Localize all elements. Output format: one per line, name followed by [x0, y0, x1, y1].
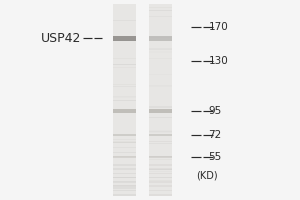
Text: 72: 72 — [208, 130, 222, 140]
Bar — [113, 36, 136, 40]
Bar — [113, 4, 136, 196]
Bar — [113, 168, 136, 170]
Bar — [149, 36, 172, 40]
Text: 130: 130 — [208, 56, 228, 66]
Bar — [149, 141, 172, 142]
Text: 170: 170 — [208, 22, 228, 32]
Bar — [113, 177, 136, 178]
Text: USP42: USP42 — [40, 31, 81, 45]
Text: (KD): (KD) — [196, 170, 218, 180]
Bar — [149, 159, 172, 160]
Bar — [149, 51, 172, 53]
Bar — [113, 190, 136, 191]
Text: 55: 55 — [208, 152, 222, 162]
Bar — [113, 67, 136, 68]
Bar — [113, 139, 136, 140]
Bar — [113, 152, 136, 153]
Bar — [149, 173, 172, 174]
Bar — [149, 194, 172, 196]
Bar — [113, 181, 136, 183]
Bar — [149, 58, 172, 59]
Bar — [113, 97, 136, 98]
Bar — [149, 48, 172, 49]
Bar — [149, 181, 172, 183]
Bar — [113, 185, 136, 186]
Bar — [113, 64, 136, 65]
Bar — [149, 180, 172, 181]
Bar — [113, 96, 136, 97]
Bar — [113, 134, 136, 136]
Bar — [149, 130, 172, 131]
Bar — [113, 164, 136, 166]
Bar — [149, 156, 172, 158]
Bar — [149, 177, 172, 178]
Bar — [113, 141, 136, 143]
Bar — [113, 177, 136, 178]
Bar — [149, 86, 172, 87]
Bar — [113, 84, 136, 85]
Bar — [113, 64, 136, 65]
Bar — [149, 117, 172, 118]
Bar — [113, 147, 136, 148]
Bar — [149, 16, 172, 17]
Bar — [149, 164, 172, 166]
Bar — [113, 156, 136, 158]
Bar — [113, 86, 136, 87]
Bar — [113, 173, 136, 174]
Bar — [149, 7, 172, 8]
Bar — [149, 168, 172, 170]
Bar — [149, 85, 172, 86]
Bar — [113, 177, 136, 178]
Bar — [113, 142, 136, 143]
Bar — [113, 100, 136, 101]
Text: 95: 95 — [208, 106, 222, 116]
Bar — [113, 100, 136, 101]
Bar — [149, 171, 172, 172]
Bar — [149, 4, 172, 196]
Bar — [149, 132, 172, 133]
Bar — [113, 181, 136, 182]
Bar — [149, 177, 172, 178]
Bar — [149, 131, 172, 132]
Bar — [149, 143, 172, 144]
Bar — [149, 74, 172, 75]
Bar — [149, 10, 172, 11]
Bar — [113, 187, 136, 189]
Bar — [113, 58, 136, 59]
Bar — [149, 169, 172, 170]
Bar — [149, 134, 172, 136]
Bar — [149, 190, 172, 191]
Bar — [113, 185, 136, 187]
Bar — [149, 109, 172, 113]
Bar — [149, 185, 172, 187]
Bar — [149, 106, 172, 108]
Bar — [149, 10, 172, 11]
Bar — [149, 49, 172, 50]
Bar — [113, 40, 136, 41]
Bar — [149, 37, 172, 38]
Bar — [113, 194, 136, 196]
Bar — [113, 156, 136, 157]
Bar — [149, 156, 172, 157]
Bar — [113, 109, 136, 113]
Bar — [113, 20, 136, 21]
